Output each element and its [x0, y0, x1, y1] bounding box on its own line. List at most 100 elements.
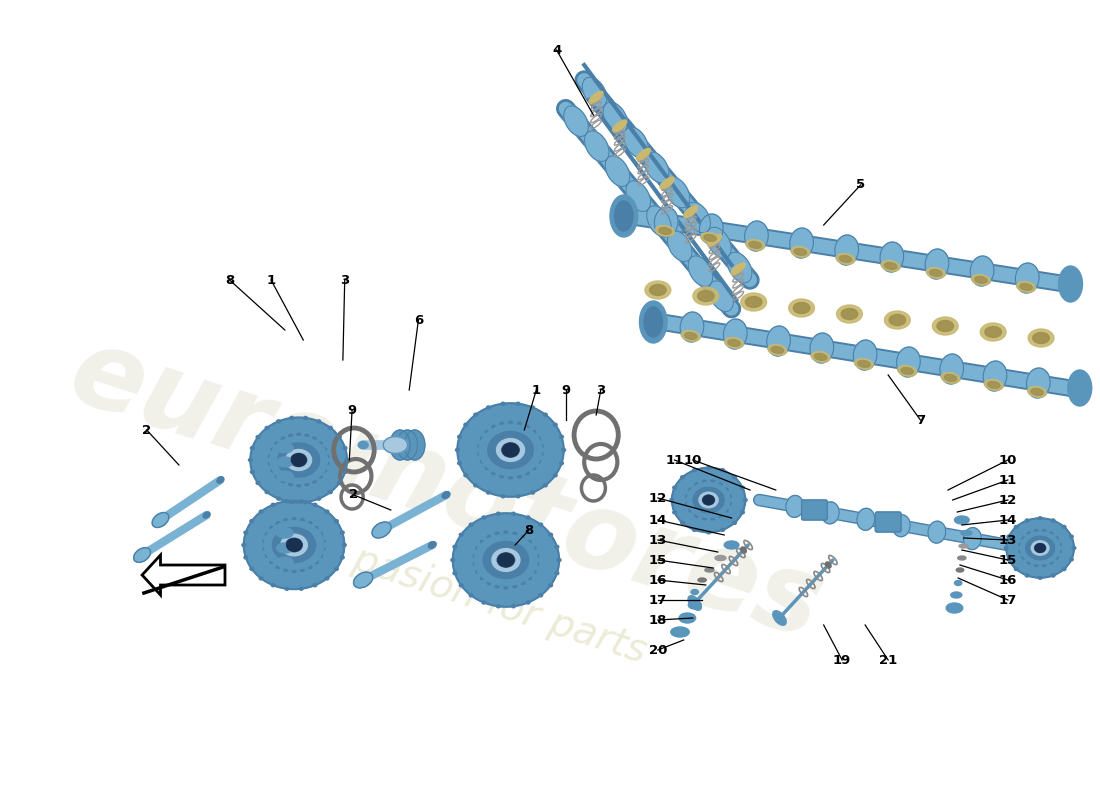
Ellipse shape	[1020, 283, 1032, 290]
Ellipse shape	[984, 326, 1001, 338]
Ellipse shape	[794, 249, 806, 255]
Ellipse shape	[837, 305, 862, 323]
Ellipse shape	[492, 471, 495, 474]
Ellipse shape	[338, 435, 341, 438]
Ellipse shape	[470, 523, 473, 526]
Ellipse shape	[1006, 518, 1074, 578]
Ellipse shape	[1006, 535, 1011, 538]
Ellipse shape	[1052, 574, 1055, 577]
Ellipse shape	[720, 528, 725, 531]
Ellipse shape	[681, 330, 701, 342]
Ellipse shape	[740, 486, 745, 489]
Text: euromotores: euromotores	[57, 318, 835, 662]
Text: 13: 13	[649, 534, 667, 546]
Ellipse shape	[329, 490, 332, 494]
Ellipse shape	[740, 511, 745, 514]
Ellipse shape	[517, 422, 521, 426]
Text: 21: 21	[879, 654, 898, 666]
Ellipse shape	[660, 177, 674, 189]
Ellipse shape	[343, 446, 346, 450]
Ellipse shape	[270, 526, 274, 530]
Ellipse shape	[297, 484, 300, 486]
Ellipse shape	[345, 458, 349, 462]
Ellipse shape	[822, 502, 839, 524]
Ellipse shape	[958, 556, 966, 560]
Ellipse shape	[532, 547, 536, 550]
Ellipse shape	[939, 354, 964, 384]
Ellipse shape	[1020, 532, 1060, 564]
Ellipse shape	[453, 546, 456, 548]
Ellipse shape	[299, 587, 304, 590]
Ellipse shape	[290, 454, 307, 466]
Ellipse shape	[460, 584, 463, 586]
Ellipse shape	[334, 567, 338, 570]
Ellipse shape	[543, 484, 547, 487]
Ellipse shape	[810, 333, 834, 363]
Ellipse shape	[955, 516, 969, 524]
Ellipse shape	[204, 512, 210, 518]
Ellipse shape	[955, 581, 961, 586]
Ellipse shape	[495, 585, 499, 588]
Ellipse shape	[405, 430, 425, 460]
Ellipse shape	[898, 366, 916, 376]
Ellipse shape	[626, 181, 650, 211]
Ellipse shape	[703, 495, 714, 505]
Ellipse shape	[453, 514, 559, 606]
Ellipse shape	[672, 468, 746, 532]
Ellipse shape	[698, 578, 706, 582]
Ellipse shape	[858, 361, 870, 367]
Ellipse shape	[272, 584, 275, 586]
Ellipse shape	[688, 596, 702, 610]
Ellipse shape	[746, 239, 764, 250]
Ellipse shape	[244, 531, 248, 534]
Ellipse shape	[556, 546, 559, 548]
Ellipse shape	[531, 491, 535, 494]
Ellipse shape	[549, 534, 552, 536]
Ellipse shape	[749, 242, 761, 248]
Ellipse shape	[1057, 550, 1062, 553]
Ellipse shape	[698, 492, 718, 508]
Ellipse shape	[659, 227, 671, 234]
Ellipse shape	[539, 445, 543, 448]
Ellipse shape	[1025, 519, 1028, 522]
Ellipse shape	[481, 577, 484, 579]
Ellipse shape	[1035, 543, 1046, 553]
Ellipse shape	[265, 426, 268, 430]
Text: 12: 12	[649, 491, 667, 505]
Ellipse shape	[711, 517, 715, 520]
Ellipse shape	[485, 430, 488, 434]
Ellipse shape	[478, 424, 542, 476]
Ellipse shape	[693, 528, 696, 531]
Ellipse shape	[791, 246, 810, 258]
Ellipse shape	[560, 462, 563, 465]
Ellipse shape	[839, 255, 851, 262]
Ellipse shape	[474, 534, 538, 586]
Ellipse shape	[645, 281, 671, 299]
Ellipse shape	[835, 235, 858, 265]
Ellipse shape	[543, 413, 547, 416]
Ellipse shape	[526, 516, 530, 519]
Ellipse shape	[983, 361, 1006, 391]
Ellipse shape	[718, 514, 723, 517]
Ellipse shape	[498, 554, 514, 566]
Ellipse shape	[988, 382, 1000, 388]
Ellipse shape	[503, 443, 518, 457]
Ellipse shape	[217, 477, 223, 483]
Ellipse shape	[315, 561, 318, 563]
Ellipse shape	[711, 480, 715, 483]
Ellipse shape	[970, 256, 994, 286]
Ellipse shape	[980, 323, 1006, 341]
Ellipse shape	[1019, 550, 1023, 553]
Ellipse shape	[707, 234, 722, 246]
Text: 4: 4	[552, 43, 561, 57]
Ellipse shape	[588, 91, 603, 103]
Ellipse shape	[1014, 526, 1018, 529]
Ellipse shape	[482, 516, 486, 519]
Ellipse shape	[455, 449, 459, 451]
Ellipse shape	[605, 156, 629, 186]
Ellipse shape	[1026, 536, 1055, 560]
Ellipse shape	[502, 494, 505, 498]
Ellipse shape	[733, 476, 736, 478]
Ellipse shape	[706, 531, 711, 534]
Ellipse shape	[984, 379, 1003, 390]
